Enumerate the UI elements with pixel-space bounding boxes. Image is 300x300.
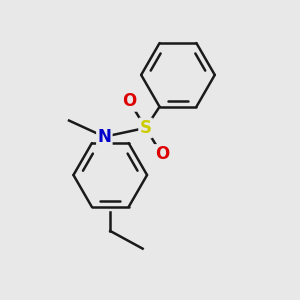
Text: O: O bbox=[155, 146, 169, 164]
Text: N: N bbox=[98, 128, 111, 146]
Text: S: S bbox=[140, 119, 152, 137]
Text: O: O bbox=[122, 92, 136, 110]
